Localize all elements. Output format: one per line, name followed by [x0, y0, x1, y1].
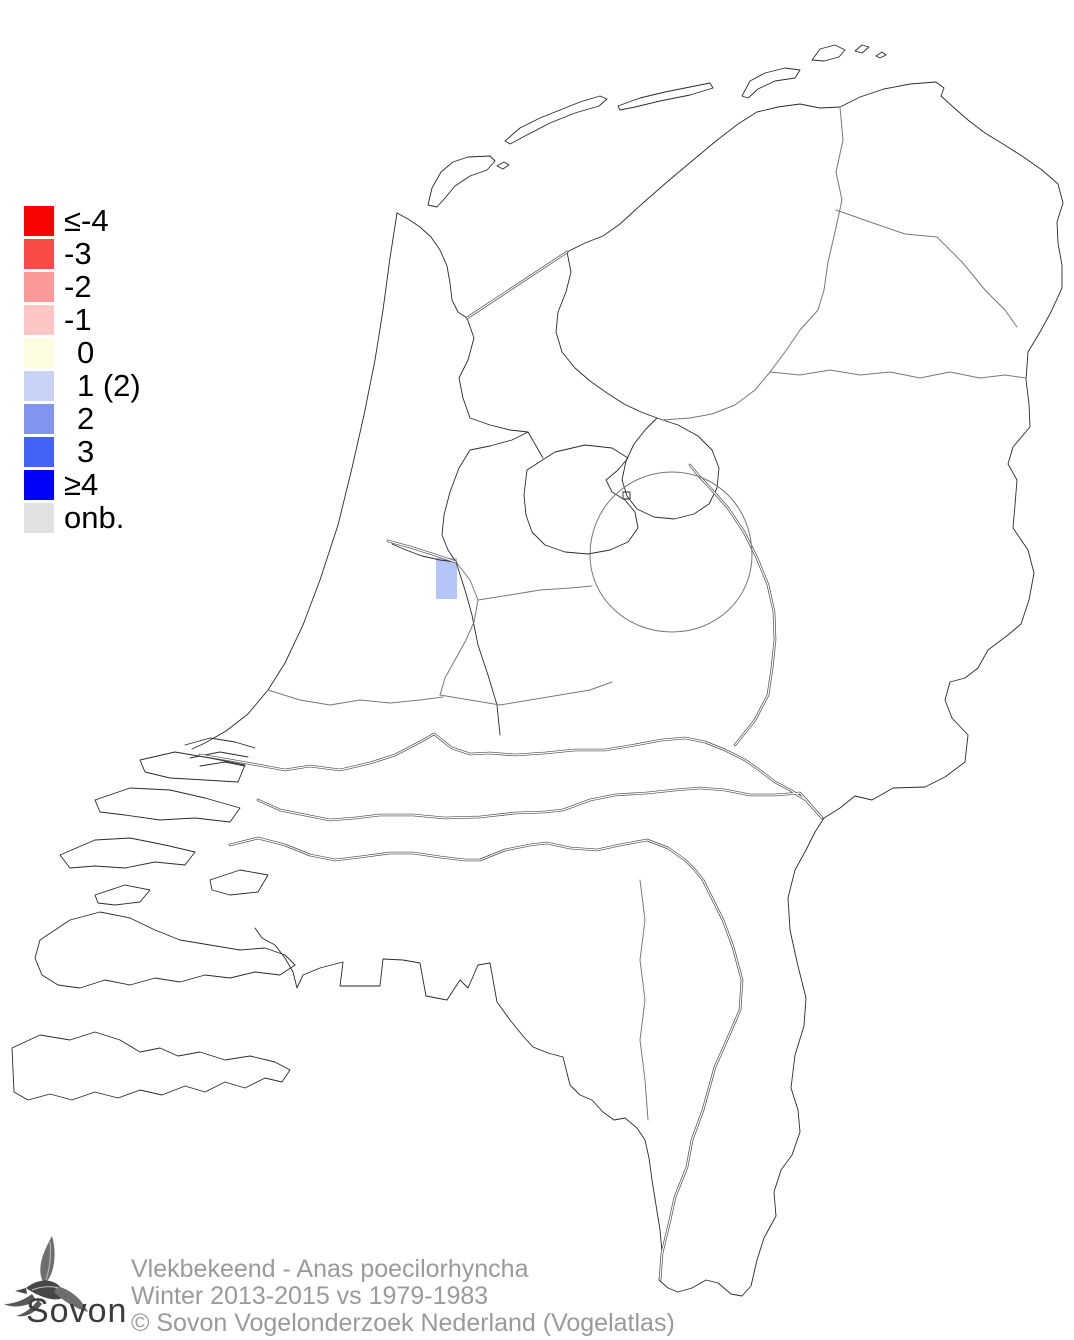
legend-label: 2: [77, 401, 95, 436]
legend-swatch: [24, 371, 54, 401]
sovon-swallow-logo-icon: [4, 1236, 88, 1317]
copyright-line: © Sovon Vogelonderzoek Nederland (Vogela…: [131, 1309, 675, 1337]
legend-item: onb.: [24, 500, 141, 535]
polder-noordoostpolder: [621, 417, 720, 520]
legend-swatch: [24, 272, 54, 302]
coast-west: [191, 212, 398, 750]
legend-item: 0: [24, 335, 141, 370]
legend-label: -1: [64, 302, 92, 337]
map-captions: Vlekbekeend - Anas poecilorhyncha Winter…: [131, 1256, 675, 1337]
border-utrecht-south: [439, 681, 613, 706]
river-ijssel: [688, 463, 777, 747]
island-ameland: [741, 67, 801, 99]
border-groningen-drenthe: [835, 209, 1018, 328]
island-voorne-putten: [139, 751, 246, 783]
coast-zeeuws-vlaanderen: [11, 1031, 291, 1101]
legend-swatch: [24, 305, 54, 335]
province-borders-group: [267, 106, 1027, 1121]
legend-label: ≤-4: [64, 203, 109, 238]
legend: ≤-4 -3 -2 -1 0 1 (2) 2 3: [24, 203, 141, 536]
river-lek-rijn: [198, 732, 824, 820]
legend-label: 3: [77, 434, 95, 469]
polder-flevoland: [523, 444, 639, 555]
legend-item: -2: [24, 269, 141, 304]
sovon-logo-text: Sovon: [26, 1292, 128, 1330]
border-drenthe-overijssel: [769, 369, 1027, 379]
islet-noorderhaaks: [496, 161, 510, 170]
island-tholen: [209, 869, 269, 896]
legend-label: -2: [64, 269, 92, 304]
legend-swatch: [24, 206, 54, 236]
border-friesland-drenthe: [661, 309, 819, 421]
border-utrecht-north: [477, 585, 593, 601]
border-friesland-groningen: [817, 106, 844, 311]
houtribdijk: [527, 431, 544, 459]
species-title: Vlekbekeend - Anas poecilorhyncha: [131, 1255, 529, 1283]
island-terschelling: [617, 82, 714, 111]
legend-label: -3: [64, 236, 92, 271]
legend-item: -3: [24, 236, 141, 271]
footer: Sovon Vlekbekeend - Anas poecilorhyncha …: [0, 1228, 1074, 1340]
island-texel: [427, 155, 496, 208]
legend-label: ≥4: [64, 467, 99, 502]
legend-swatch: [24, 503, 54, 533]
island-schiermonnikoog: [811, 44, 846, 62]
island-goeree: [94, 787, 241, 823]
rivers-group: [198, 250, 824, 1282]
coastline-group: [11, 44, 1064, 1297]
legend-label: 1 (2): [77, 368, 141, 403]
legend-swatch: [24, 338, 54, 368]
legend-label: onb.: [64, 500, 125, 535]
island-noord-beveland: [94, 884, 151, 906]
island-vlieland: [504, 95, 608, 145]
urk: [622, 491, 631, 500]
legend-swatch: [24, 239, 54, 269]
legend-swatch: [24, 470, 54, 500]
legend-item: ≤-4: [24, 203, 141, 238]
coast-markermeer-west: [391, 317, 529, 563]
islet-rottum-2: [875, 51, 887, 59]
atlas-grid-cell-change-plus1: [436, 558, 457, 599]
amsterdam-rijnkanaal: [455, 561, 501, 736]
legend-item: 2: [24, 401, 141, 436]
river-maas: [228, 836, 744, 1282]
islet-rottum-1: [854, 44, 870, 54]
border-belgium: [254, 927, 564, 1058]
legend-swatch: [24, 437, 54, 467]
border-utrecht-west: [439, 561, 479, 696]
legend-label: 0: [77, 335, 95, 370]
legend-item: 3: [24, 434, 141, 469]
legend-item: ≥4: [24, 467, 141, 502]
island-schouwen: [59, 837, 196, 869]
coast-friesland-west: [555, 251, 658, 419]
island-walcheren-beveland: [34, 911, 296, 989]
border-brabant-limburg: [639, 879, 649, 1121]
coast-noordholland-top: [396, 212, 468, 319]
border-noordholland-zuidholland: [267, 689, 444, 706]
legend-item: -1: [24, 302, 141, 337]
coast-north-east-border: [562, 81, 1064, 1297]
legend-swatch: [24, 404, 54, 434]
region-veluwe: [589, 471, 753, 633]
legend-item: 1 (2): [24, 368, 141, 403]
period-subtitle: Winter 2013-2015 vs 1979-1983: [131, 1282, 489, 1310]
